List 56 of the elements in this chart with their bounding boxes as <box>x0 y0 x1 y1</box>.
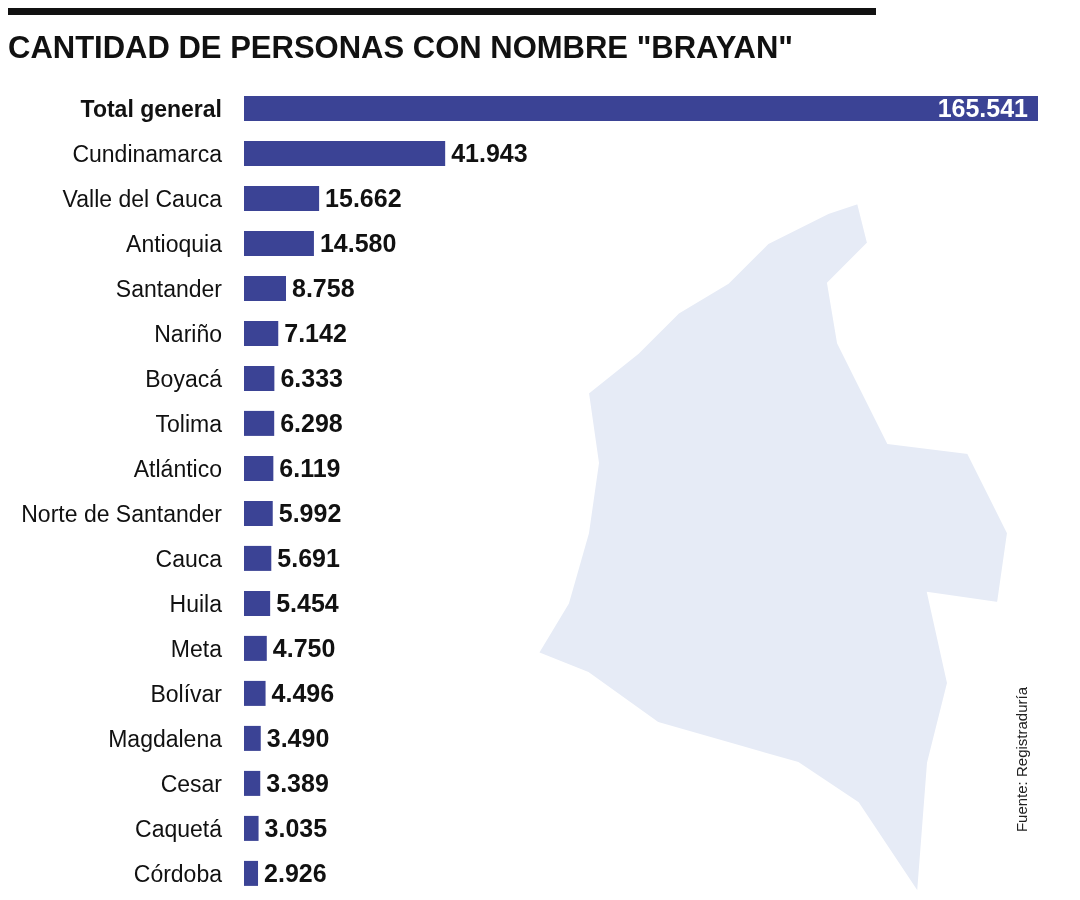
y-tick-label: Bolívar <box>150 680 223 707</box>
y-tick-label: Boyacá <box>145 365 223 392</box>
bar <box>244 275 287 301</box>
data-label: 6.333 <box>280 364 343 393</box>
data-label: 14.580 <box>319 229 397 258</box>
data-label: 41.943 <box>451 139 528 168</box>
bar <box>244 680 266 706</box>
data-label: 4.496 <box>271 679 335 708</box>
y-tick-label: Nariño <box>154 320 222 347</box>
data-label: 5.691 <box>277 544 340 573</box>
y-tick-label: Santander <box>115 275 223 302</box>
bar <box>244 815 259 841</box>
data-label: 4.750 <box>272 634 336 663</box>
y-tick-label: Magdalena <box>108 725 223 752</box>
bar <box>244 545 272 571</box>
data-label: 5.454 <box>276 589 339 618</box>
bar <box>244 230 314 256</box>
bar <box>244 410 275 436</box>
bar <box>244 770 261 796</box>
data-label: 5.992 <box>278 499 342 528</box>
data-label: 15.662 <box>325 184 402 213</box>
y-tick-label: Tolima <box>155 410 223 437</box>
data-label: 3.490 <box>266 724 330 753</box>
data-label: 7.142 <box>284 319 347 348</box>
y-tick-label: Meta <box>170 635 223 662</box>
bar <box>244 365 275 391</box>
chart-title: CANTIDAD DE PERSONAS CON NOMBRE "BRAYAN" <box>8 30 793 66</box>
y-tick-label: Caquetá <box>135 815 223 842</box>
y-tick-label: Norte de Santander <box>21 500 223 527</box>
y-tick-label: Antioquia <box>126 230 223 257</box>
bar <box>244 725 261 751</box>
bar <box>244 455 274 481</box>
y-tick-label: Cesar <box>160 770 223 797</box>
y-tick-label: Cauca <box>155 545 223 572</box>
y-tick-label: Córdoba <box>133 860 223 887</box>
y-tick-label: Cundinamarca <box>72 140 223 167</box>
data-label: 3.035 <box>264 814 328 843</box>
bar <box>244 140 446 166</box>
data-label: 6.298 <box>280 409 343 438</box>
y-tick-label: Atlántico <box>133 455 222 482</box>
y-tick-label: Huila <box>169 590 223 617</box>
data-label: 2.926 <box>264 859 327 888</box>
bar <box>244 500 273 526</box>
data-label: 165.541 <box>937 94 1029 123</box>
bar <box>244 320 279 346</box>
bar <box>244 635 267 661</box>
y-tick-label: Valle del Cauca <box>62 185 223 212</box>
y-tick-label: Total general <box>80 95 222 122</box>
bar <box>244 590 271 616</box>
bar <box>244 860 259 886</box>
bar <box>244 185 320 211</box>
bar <box>244 95 1038 121</box>
data-label: 6.119 <box>279 454 341 483</box>
data-label: 3.389 <box>266 769 329 798</box>
data-label: 8.758 <box>292 274 355 303</box>
annotation: Fuente: Registraduría <box>1013 686 1030 832</box>
